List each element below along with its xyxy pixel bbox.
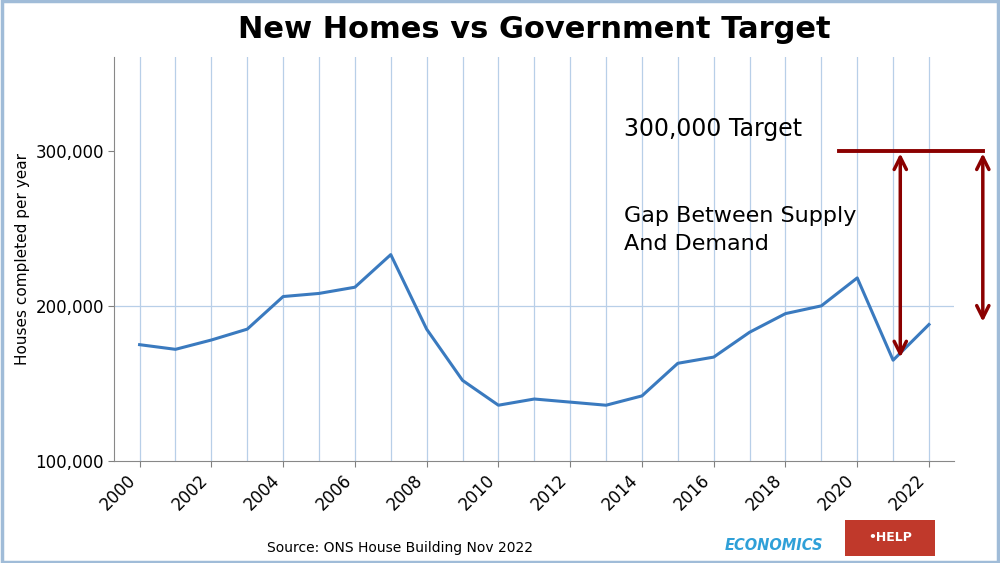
Text: 300,000 Target: 300,000 Target xyxy=(624,117,802,141)
Title: New Homes vs Government Target: New Homes vs Government Target xyxy=(238,15,831,44)
Text: Source: ONS House Building Nov 2022: Source: ONS House Building Nov 2022 xyxy=(267,540,533,555)
Text: Gap Between Supply: Gap Between Supply xyxy=(624,206,856,226)
Y-axis label: Houses completed per year: Houses completed per year xyxy=(15,153,30,365)
Text: ECONOMICS: ECONOMICS xyxy=(725,538,824,553)
Text: And Demand: And Demand xyxy=(624,234,769,254)
FancyBboxPatch shape xyxy=(840,518,939,558)
Text: •HELP: •HELP xyxy=(868,531,912,544)
